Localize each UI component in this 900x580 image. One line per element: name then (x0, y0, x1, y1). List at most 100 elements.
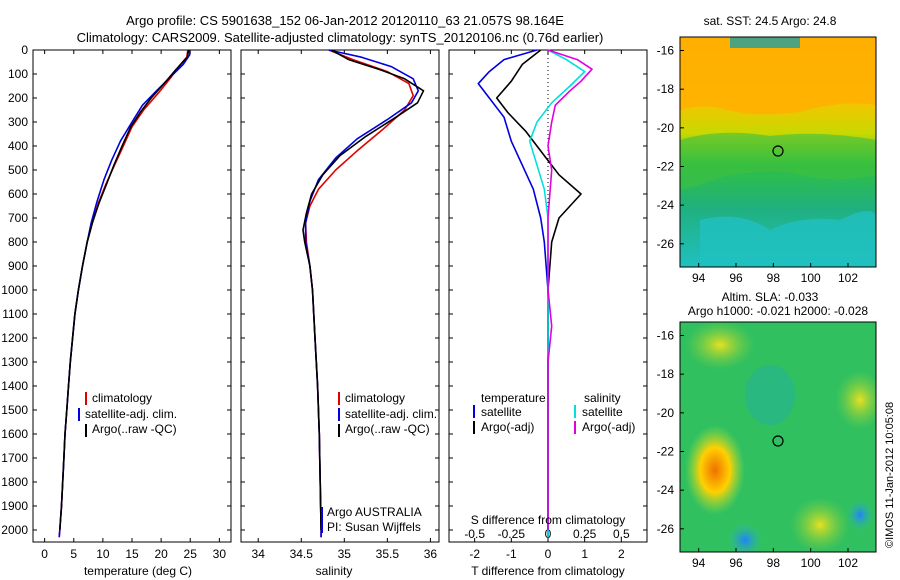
map-y-tick-label: -26 (657, 237, 675, 251)
x-tick-label: 35 (338, 547, 352, 561)
sla-high-blob (835, 370, 876, 430)
depth-tick-label: 900 (8, 259, 28, 273)
sla-map-frame (679, 321, 877, 553)
legend-label-sal-argo: Argo(-adj) (582, 420, 635, 434)
map-y-tick-label: -20 (657, 121, 675, 135)
series-line (59, 49, 190, 531)
x-tick-label: 2 (618, 547, 625, 561)
salinity-panel-frame (240, 49, 440, 543)
series-line (495, 49, 582, 530)
sla-high-blob (685, 322, 755, 370)
sla-low-blob (727, 522, 763, 552)
sst-cool-region (700, 211, 876, 267)
salinity-legend: climatology satellite-adj. clim. Argo(..… (321, 391, 437, 534)
depth-tick-label: 200 (8, 91, 28, 105)
depth-tick-label: 2000 (1, 523, 28, 537)
legend-label-climatology: climatology (92, 391, 152, 405)
depth-tick-label: 1100 (2, 307, 28, 321)
map-x-tick-label: 102 (838, 271, 858, 285)
depth-tick-label: 1500 (1, 403, 28, 417)
depth-tick-label: 500 (8, 163, 28, 177)
x-tick-label: 0 (41, 547, 48, 561)
depth-tick-label: 0 (21, 43, 28, 57)
annotation-line1: Argo AUSTRALIA (327, 505, 422, 519)
x-tick-label: 34 (252, 547, 266, 561)
series-line (528, 49, 586, 538)
legend-title-temperature: temperature (481, 391, 546, 405)
series-line (477, 49, 549, 538)
map-x-tick-label: 96 (729, 556, 743, 570)
legend-label-temp-satellite: satellite (481, 405, 522, 419)
map-x-tick-label: 98 (767, 556, 781, 570)
x-tick-label: 20 (154, 547, 168, 561)
series-line (304, 49, 420, 538)
map-y-tick-label: -18 (657, 367, 675, 381)
depth-tick-label: 100 (8, 67, 28, 81)
map-x-tick-label: 94 (692, 556, 706, 570)
x-tick-label: -1 (506, 547, 517, 561)
difference-xlabel: T difference from climatology (471, 564, 625, 578)
watermark: ©IMOS 11-Jan-2012 10:05:08 (884, 402, 896, 548)
sst-argo-marker (772, 145, 784, 157)
depth-tick-label: 1600 (1, 427, 28, 441)
map-y-tick-label: -16 (657, 329, 675, 343)
temperature-legend: climatology satellite-adj. clim. Argo(..… (78, 391, 177, 437)
series-line (547, 49, 593, 530)
x-tick-label: 5 (70, 547, 77, 561)
salinity-xlabel: salinity (316, 564, 353, 578)
depth-tick-label: 300 (8, 115, 28, 129)
depth-tick-label: 700 (8, 211, 28, 225)
salinity-plot: 34 34.5 35 35.5 36 (252, 49, 438, 561)
sla-high-blob (685, 425, 745, 515)
sst-warm-region (680, 37, 876, 115)
x-tick-label: 35.5 (376, 547, 400, 561)
depth-tick-label: 400 (8, 139, 28, 153)
legend-label-temp-argo: Argo(-adj) (481, 420, 534, 434)
map-x-tick-label: 94 (692, 271, 706, 285)
s-tick-label: -0.5 (464, 527, 485, 541)
s-difference-label: S difference from climatology (471, 513, 626, 527)
series-line (302, 49, 425, 531)
x-tick-label: 36 (424, 547, 438, 561)
map-y-tick-label: -18 (657, 82, 675, 96)
sla-low-blob (745, 365, 795, 425)
sla-low-blob (846, 499, 874, 531)
sst-map-title: sat. SST: 24.5 Argo: 24.8 (704, 14, 837, 28)
x-tick-label: 34.5 (290, 547, 314, 561)
sla-map: Altim. SLA: -0.033 Argo h1000: -0.021 h2… (657, 290, 877, 570)
sla-map-title: Altim. SLA: -0.033 (722, 290, 819, 304)
s-tick-label: -0.25 (498, 527, 526, 541)
s-tick-label: 0.25 (573, 527, 597, 541)
difference-plot: -2 -1 0 1 2-0.5 -0.25 0 0.25 0.5 (464, 49, 630, 561)
sla-map-subtitle: Argo h1000: -0.021 h2000: -0.028 (688, 304, 868, 318)
difference-legend: temperature satellite Argo(-adj) salinit… (471, 391, 636, 527)
depth-tick-label: 1200 (1, 331, 28, 345)
legend-title-salinity: salinity (584, 391, 621, 405)
depth-tick-label: 1400 (1, 379, 28, 393)
series-line (58, 49, 191, 538)
depth-tick-label: 1700 (1, 451, 28, 465)
sla-map-axes: 94 96 98 100 102 -16 -18 -20 -22 -24 -26 (657, 329, 859, 570)
sst-green-region (680, 132, 876, 190)
map-x-tick-label: 96 (729, 271, 743, 285)
x-tick-label: 25 (184, 547, 198, 561)
depth-axis: 0 100 200 300 400 500 600 700 800 900 1000 1100 1200… (1, 43, 647, 537)
temperature-plot: 0 5 10 15 20 25 30 (41, 49, 227, 561)
depth-tick-label: 1300 (1, 355, 28, 369)
legend-label-climatology: climatology (345, 391, 405, 405)
header-line1: Argo profile: CS 5901638_152 06-Jan-2012… (126, 13, 564, 28)
series-line (304, 49, 414, 538)
map-y-tick-label: -26 (657, 522, 675, 536)
temperature-xlabel: temperature (deg C) (84, 564, 192, 578)
legend-label-argo: Argo(..raw -QC) (92, 422, 177, 436)
legend-label-argo: Argo(..raw -QC) (345, 422, 430, 436)
x-tick-label: 10 (96, 547, 110, 561)
legend-label-sal-satellite: satellite (582, 405, 623, 419)
legend-label-satellite: satellite-adj. clim. (85, 407, 177, 421)
sst-map: sat. SST: 24.5 Argo: 24.8 94 96 98 100 102 -1… (657, 14, 877, 285)
s-tick-label: 0.5 (613, 527, 630, 541)
map-y-tick-label: -16 (657, 44, 675, 58)
sst-map-frame (679, 36, 877, 268)
sla-argo-marker (772, 435, 784, 447)
x-tick-label: 30 (213, 547, 227, 561)
